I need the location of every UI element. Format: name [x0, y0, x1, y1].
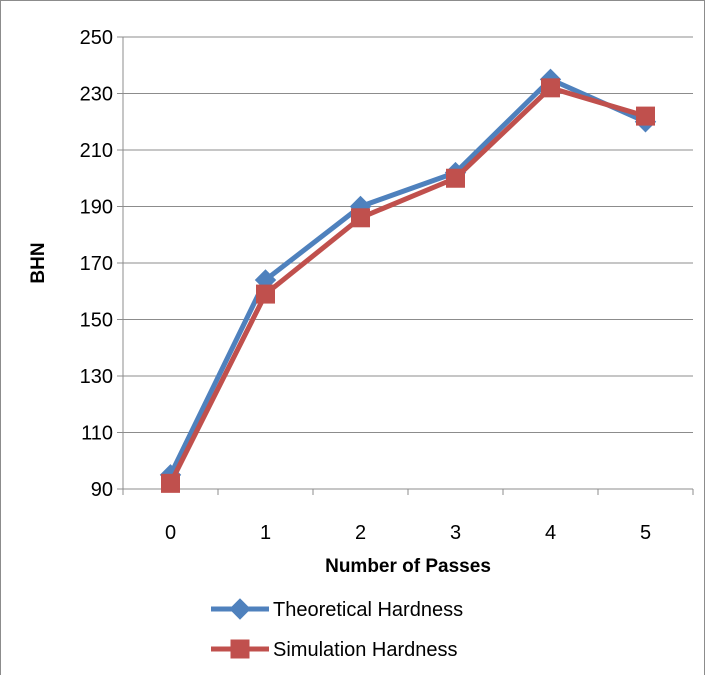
data-point-square: [161, 473, 180, 493]
data-point-square: [446, 168, 465, 188]
x-tick-label: 4: [545, 522, 556, 544]
y-tick-label: 210: [80, 140, 113, 162]
legend-label: Simulation Hardness: [273, 639, 458, 661]
x-tick-label: 1: [260, 522, 271, 544]
x-tick-label: 3: [450, 522, 461, 544]
series: [159, 68, 657, 493]
y-tick-label: 250: [80, 27, 113, 49]
y-tick-label: 150: [80, 310, 113, 332]
series-line: [168, 85, 647, 485]
y-tick-label: 230: [80, 84, 113, 106]
y-tick-label: 190: [80, 197, 113, 219]
axes: [117, 36, 694, 495]
legend-label: Theoretical Hardness: [273, 599, 463, 621]
series-line: [168, 76, 647, 476]
y-tick-label: 90: [91, 479, 113, 501]
x-tick-labels: 0 1 2 3 4 5: [165, 522, 651, 544]
y-tick-labels: 90 110 130 150 170 190 210 230 250: [80, 27, 113, 501]
series-1: [159, 68, 657, 486]
x-tick-label: 5: [640, 522, 651, 544]
x-tick-label: 0: [165, 522, 176, 544]
y-tick-label: 130: [80, 366, 113, 388]
x-tick-label: 2: [355, 522, 366, 544]
gridlines: [123, 36, 693, 433]
data-point-square: [541, 78, 560, 98]
data-point-square: [351, 208, 370, 228]
x-axis-title: Number of Passes: [325, 556, 491, 577]
series-2: [161, 78, 655, 493]
y-tick-label: 110: [81, 423, 113, 445]
legend-diamond-marker: [229, 598, 251, 620]
legend-entry: Simulation Hardness: [211, 639, 458, 661]
data-point-square: [636, 106, 655, 126]
legend-entry: Theoretical Hardness: [211, 598, 463, 621]
y-axis-title: BHN: [28, 242, 49, 283]
data-point-square: [256, 284, 275, 304]
legend: Theoretical Hardness Simulation Hardness: [211, 598, 463, 661]
legend-square-marker: [230, 639, 250, 659]
y-tick-label: 170: [80, 253, 113, 275]
